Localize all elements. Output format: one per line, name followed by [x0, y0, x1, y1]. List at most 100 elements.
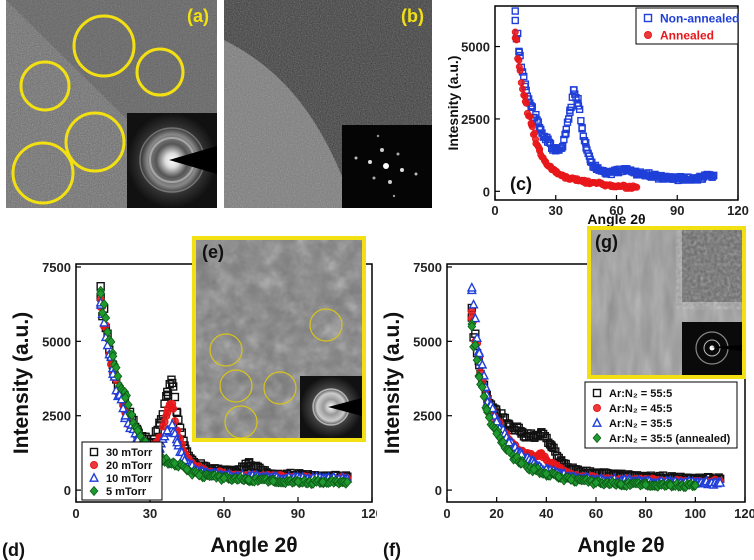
data-point	[293, 476, 303, 487]
data-point	[578, 123, 586, 132]
data-point	[127, 409, 137, 421]
data-point	[535, 123, 544, 132]
y-tick-label: 5000	[42, 334, 71, 349]
data-point	[194, 470, 204, 481]
legend-marker	[89, 485, 99, 497]
data-point	[170, 392, 180, 402]
data-point	[602, 170, 611, 178]
data-point	[580, 136, 589, 145]
data-point	[592, 164, 600, 172]
data-point	[517, 79, 525, 87]
data-point	[666, 479, 675, 491]
data-point	[537, 429, 546, 438]
data-point	[482, 404, 492, 415]
legend-box	[635, 7, 739, 45]
panel-label-g: (g)	[595, 232, 618, 252]
data-point	[504, 420, 514, 429]
legend-label: 5 mTorr	[106, 486, 147, 498]
data-point	[562, 129, 570, 138]
legend-label: Ar:N₂ = 35:5	[609, 418, 672, 430]
data-point	[167, 418, 178, 429]
data-point	[529, 464, 539, 475]
grain-circle	[309, 308, 343, 342]
data-point	[554, 471, 564, 482]
chart-f: 0 20 40 60 80 100 120 0 2500 5000 7500 Angle 2θ Inte…	[381, 260, 754, 560]
saed-spot-inset	[342, 125, 432, 208]
saed-pattern-inset	[300, 376, 362, 438]
legend-label: Ar:N₂ = 55:5	[609, 388, 672, 400]
legend-marker	[592, 432, 602, 444]
data-point	[472, 332, 483, 343]
tem-image-e	[196, 240, 362, 439]
x-tick-label: 100	[684, 506, 706, 521]
x-tick-label: 90	[670, 203, 684, 218]
data-point	[548, 164, 556, 172]
series-2	[511, 28, 641, 192]
data-point	[477, 381, 487, 393]
data-point	[532, 135, 539, 143]
data-point	[515, 48, 524, 57]
data-point	[527, 121, 535, 129]
x-tick-label: 120	[734, 506, 754, 521]
y-tick-label: 5000	[461, 40, 490, 55]
data-point	[515, 63, 523, 71]
panel-label-a: (a)	[187, 6, 209, 26]
y-tick-label: 7500	[42, 260, 71, 275]
data-point	[562, 125, 570, 134]
x-tick-label: 30	[549, 203, 563, 218]
data-point	[467, 307, 476, 316]
grain-circle	[135, 47, 185, 97]
x-tick-label: 60	[589, 506, 603, 521]
data-point	[537, 450, 546, 459]
panel-label-f: (f)	[383, 540, 401, 560]
data-point	[118, 402, 129, 413]
data-point	[547, 441, 556, 450]
data-point	[244, 459, 253, 468]
legend-marker	[88, 472, 100, 482]
y-tick-label: 7500	[413, 260, 442, 275]
series-1	[511, 7, 718, 185]
data-point	[172, 436, 183, 447]
legend-marker	[89, 447, 99, 457]
data-point	[536, 147, 544, 155]
data-point	[715, 477, 726, 487]
data-point	[101, 312, 111, 324]
data-point	[565, 115, 573, 123]
data-point	[582, 138, 590, 147]
data-point	[479, 391, 489, 402]
data-point	[612, 167, 621, 175]
data-point	[566, 474, 576, 485]
data-point	[542, 158, 550, 166]
data-point	[511, 16, 519, 25]
x-tick-label: 30	[143, 506, 157, 521]
data-point	[466, 282, 477, 292]
data-point	[673, 174, 681, 182]
series-4	[467, 318, 700, 493]
data-point	[163, 408, 172, 417]
legend-marker	[644, 31, 652, 39]
data-point	[470, 312, 481, 323]
panel-label-c: (c)	[510, 174, 532, 194]
x-tick-label: 0	[72, 506, 79, 521]
data-point	[564, 174, 572, 182]
legend-label: 30 mTorr	[106, 447, 153, 459]
data-point	[342, 476, 352, 488]
data-point	[653, 173, 661, 181]
data-point	[474, 371, 484, 383]
y-tick-label: 0	[483, 184, 490, 199]
data-point	[520, 72, 528, 81]
data-point	[467, 321, 477, 332]
legend-label: Ar:N₂ = 35:5 (annealed)	[609, 433, 731, 445]
data-point	[515, 56, 523, 64]
data-point	[468, 298, 479, 309]
data-point	[543, 138, 552, 146]
data-point	[533, 116, 541, 124]
data-point	[511, 28, 519, 36]
data-point	[123, 399, 133, 411]
data-point	[574, 94, 582, 103]
y-tick-label: 5000	[413, 334, 442, 349]
legend-marker	[593, 404, 601, 412]
data-point	[170, 458, 180, 469]
legend-marker	[643, 13, 653, 23]
